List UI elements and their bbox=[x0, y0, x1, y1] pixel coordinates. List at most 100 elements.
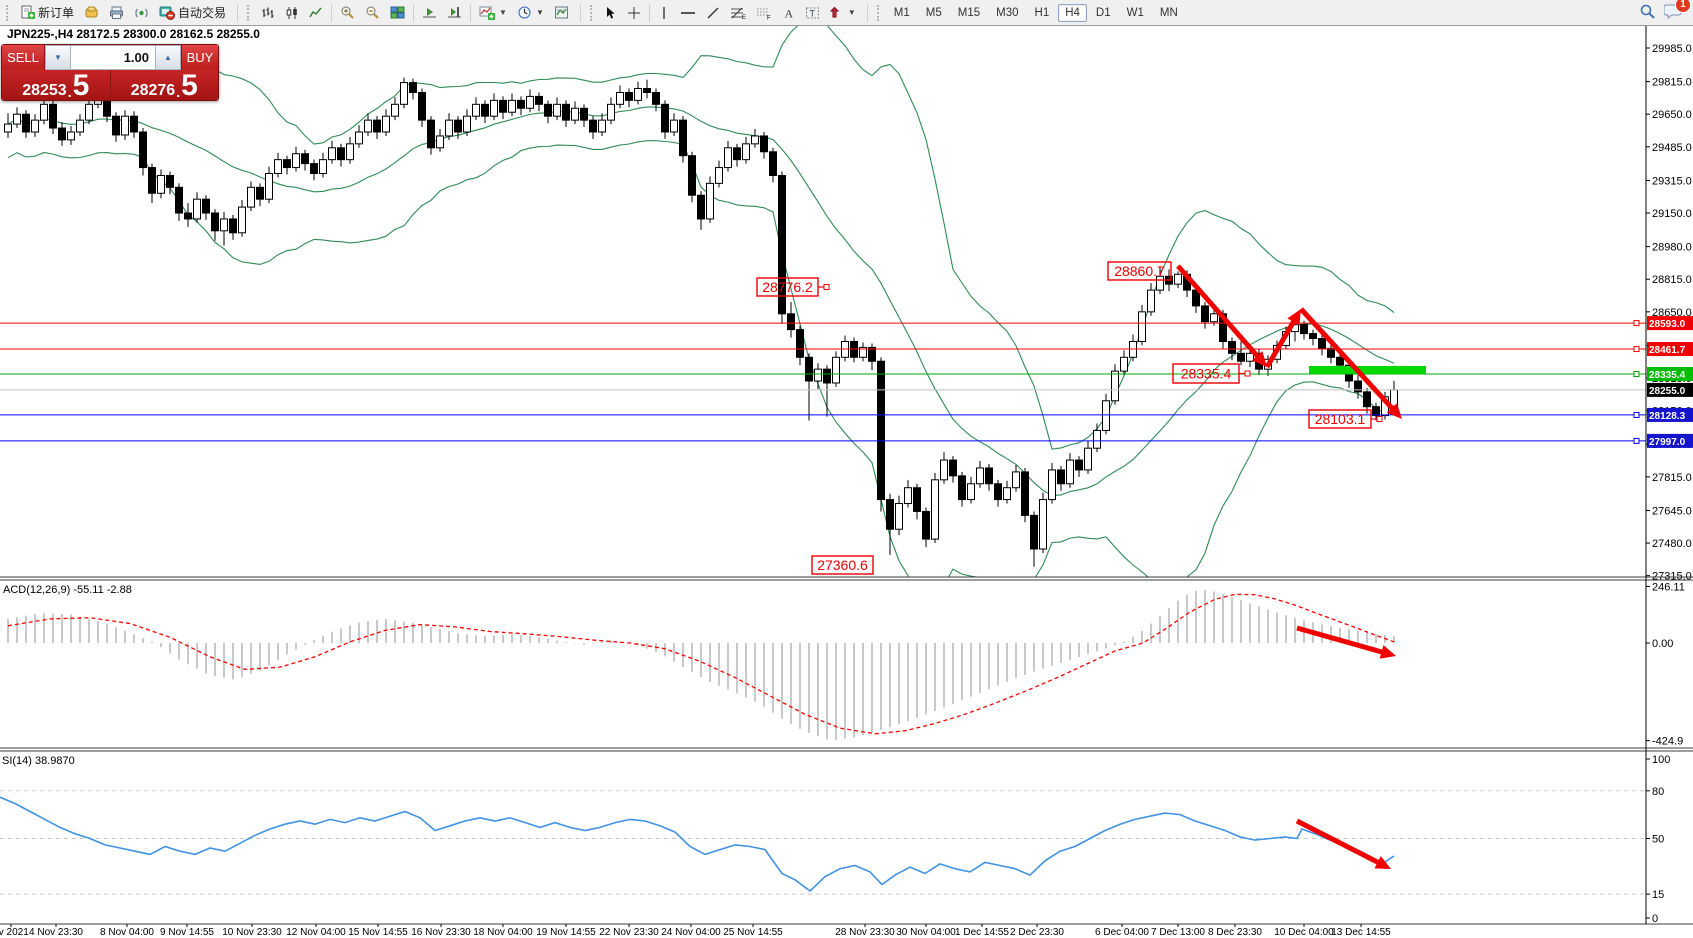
bear-candle bbox=[661, 103, 669, 133]
price-callout-box[interactable] bbox=[1107, 261, 1172, 281]
fibonacci-icon: E bbox=[730, 6, 746, 20]
templates-button[interactable] bbox=[549, 2, 574, 23]
toolbar-grip[interactable] bbox=[876, 4, 883, 21]
cursor-icon bbox=[604, 6, 617, 20]
line-anchor[interactable] bbox=[1633, 371, 1640, 378]
trendline-button[interactable] bbox=[701, 3, 725, 23]
trend-arrow-3[interactable] bbox=[1299, 307, 1400, 417]
indicators-button[interactable]: ▼ bbox=[474, 2, 512, 23]
indicators-icon bbox=[479, 5, 496, 20]
bull-candle bbox=[463, 115, 471, 133]
toolbar-grip[interactable] bbox=[589, 4, 596, 21]
rsi-arrow[interactable] bbox=[1295, 818, 1387, 869]
bull-candle bbox=[67, 131, 75, 141]
bear-candle bbox=[517, 99, 525, 109]
callout-anchor[interactable] bbox=[823, 284, 830, 290]
macd-arrow[interactable] bbox=[1296, 625, 1391, 657]
trend-arrow-2[interactable] bbox=[1264, 312, 1301, 369]
bear-candle bbox=[1309, 333, 1317, 340]
sell-button[interactable]: SELL bbox=[2, 45, 45, 70]
bull-candle bbox=[1138, 311, 1146, 342]
cursor-button[interactable] bbox=[599, 3, 622, 23]
bear-candle bbox=[733, 147, 741, 161]
arrow-objects-button[interactable]: ▼ bbox=[825, 3, 861, 23]
bull-candle bbox=[706, 182, 714, 220]
callout-anchor[interactable] bbox=[1376, 416, 1383, 422]
bear-candle bbox=[688, 155, 696, 196]
vertical-line-button[interactable] bbox=[653, 3, 675, 23]
main-chart-pane[interactable]: 28776.2 27360.6 28860.7 28335.4 28103.1 bbox=[0, 17, 1646, 604]
auto-scroll-button[interactable] bbox=[417, 2, 442, 23]
timeframe-button-m30[interactable]: M30 bbox=[996, 6, 1019, 19]
print-button[interactable] bbox=[104, 2, 129, 23]
sell-price[interactable]: 28253 . 5 bbox=[2, 70, 111, 100]
search-icon[interactable] bbox=[1639, 3, 1656, 23]
text-label-button[interactable]: T bbox=[800, 3, 825, 23]
buy-button[interactable]: BUY bbox=[181, 45, 218, 70]
volume-decrease-button[interactable]: ▼ bbox=[45, 45, 71, 70]
fibonacci-button[interactable]: E bbox=[725, 3, 751, 23]
rsi-arrow-head bbox=[1374, 855, 1391, 869]
chart-shift-button[interactable] bbox=[442, 2, 467, 23]
crosshair-button[interactable] bbox=[622, 3, 646, 23]
bear-candle bbox=[652, 91, 660, 105]
horizontal-line-button[interactable] bbox=[675, 3, 701, 23]
price-tick-label: 27645.0 bbox=[1652, 505, 1692, 517]
macd-label: ACD(12,26,9) -55.11 -2.88 bbox=[3, 584, 132, 596]
new-order-button[interactable]: 新订单 bbox=[15, 1, 79, 24]
bull-candle bbox=[472, 103, 480, 117]
text-tool-button[interactable]: A bbox=[777, 3, 800, 23]
macd-pane[interactable] bbox=[7, 589, 1396, 740]
auto-trading-button[interactable]: 自动交易 bbox=[154, 1, 231, 24]
timeframe-button-m1[interactable]: M1 bbox=[893, 6, 910, 19]
dropdown-caret: ▼ bbox=[535, 8, 544, 17]
chat-button[interactable]: 1 bbox=[1663, 0, 1691, 22]
bollinger-lower-band[interactable] bbox=[7, 140, 1395, 604]
profiles-button[interactable] bbox=[79, 2, 104, 23]
signal-button[interactable] bbox=[129, 2, 154, 23]
line-anchor[interactable] bbox=[1633, 437, 1640, 444]
callout-anchor[interactable] bbox=[1244, 370, 1251, 377]
svg-text:E: E bbox=[742, 15, 746, 20]
timeframe-button-m5[interactable]: M5 bbox=[925, 6, 942, 19]
bear-candle bbox=[184, 212, 192, 220]
bollinger-middle-band[interactable] bbox=[7, 106, 1395, 497]
bollinger-upper-band[interactable] bbox=[7, 17, 1395, 450]
timeframe-button-mn[interactable]: MN bbox=[1159, 6, 1178, 19]
buy-price[interactable]: 28276 . 5 bbox=[111, 70, 219, 100]
bull-candle bbox=[13, 113, 21, 125]
periods-button[interactable]: ▼ bbox=[512, 2, 549, 23]
zoom-in-button[interactable] bbox=[335, 2, 360, 23]
candlestick-mode-button[interactable] bbox=[280, 3, 304, 23]
one-click-trading-panel: SELL ▼ 1.00 ▲ BUY 28253 . 5 28276 . 5 bbox=[1, 44, 219, 101]
timeframe-button-h4[interactable]: H4 bbox=[1058, 3, 1087, 22]
toolbar-group-standard: 新订单 自动交易 bbox=[0, 0, 234, 25]
trend-arrow-1[interactable] bbox=[1176, 264, 1265, 365]
bull-candle bbox=[607, 103, 615, 121]
buy-price-frac: 5 bbox=[181, 69, 198, 101]
timeframe-button-m15[interactable]: M15 bbox=[957, 6, 981, 19]
bear-candle bbox=[481, 103, 489, 117]
green-zone-rectangle[interactable] bbox=[1309, 365, 1426, 374]
sell-price-frac: 5 bbox=[72, 69, 90, 101]
volume-increase-button[interactable]: ▲ bbox=[155, 45, 181, 70]
toolbar-grip[interactable] bbox=[247, 4, 253, 21]
timeframe-button-h1[interactable]: H1 bbox=[1034, 6, 1050, 19]
line-anchor[interactable] bbox=[1633, 346, 1640, 353]
tile-windows-button[interactable] bbox=[385, 2, 410, 23]
timeframe-button-d1[interactable]: D1 bbox=[1095, 6, 1111, 19]
grid-tool-button[interactable]: F bbox=[751, 3, 777, 23]
rsi-pane[interactable] bbox=[0, 790, 1646, 895]
time-label: ov 2021 bbox=[0, 927, 29, 938]
bar-chart-mode-button[interactable] bbox=[256, 3, 280, 23]
line-chart-mode-button[interactable] bbox=[304, 3, 328, 23]
toolbar-grip[interactable] bbox=[6, 4, 12, 21]
timeframe-button-w1[interactable]: W1 bbox=[1126, 6, 1144, 19]
price-callout-box[interactable] bbox=[811, 555, 874, 575]
volume-field[interactable]: 1.00 bbox=[71, 45, 155, 70]
line-anchor[interactable] bbox=[1633, 320, 1640, 327]
zoom-out-button[interactable] bbox=[360, 2, 385, 23]
line-anchor[interactable] bbox=[1633, 411, 1640, 418]
